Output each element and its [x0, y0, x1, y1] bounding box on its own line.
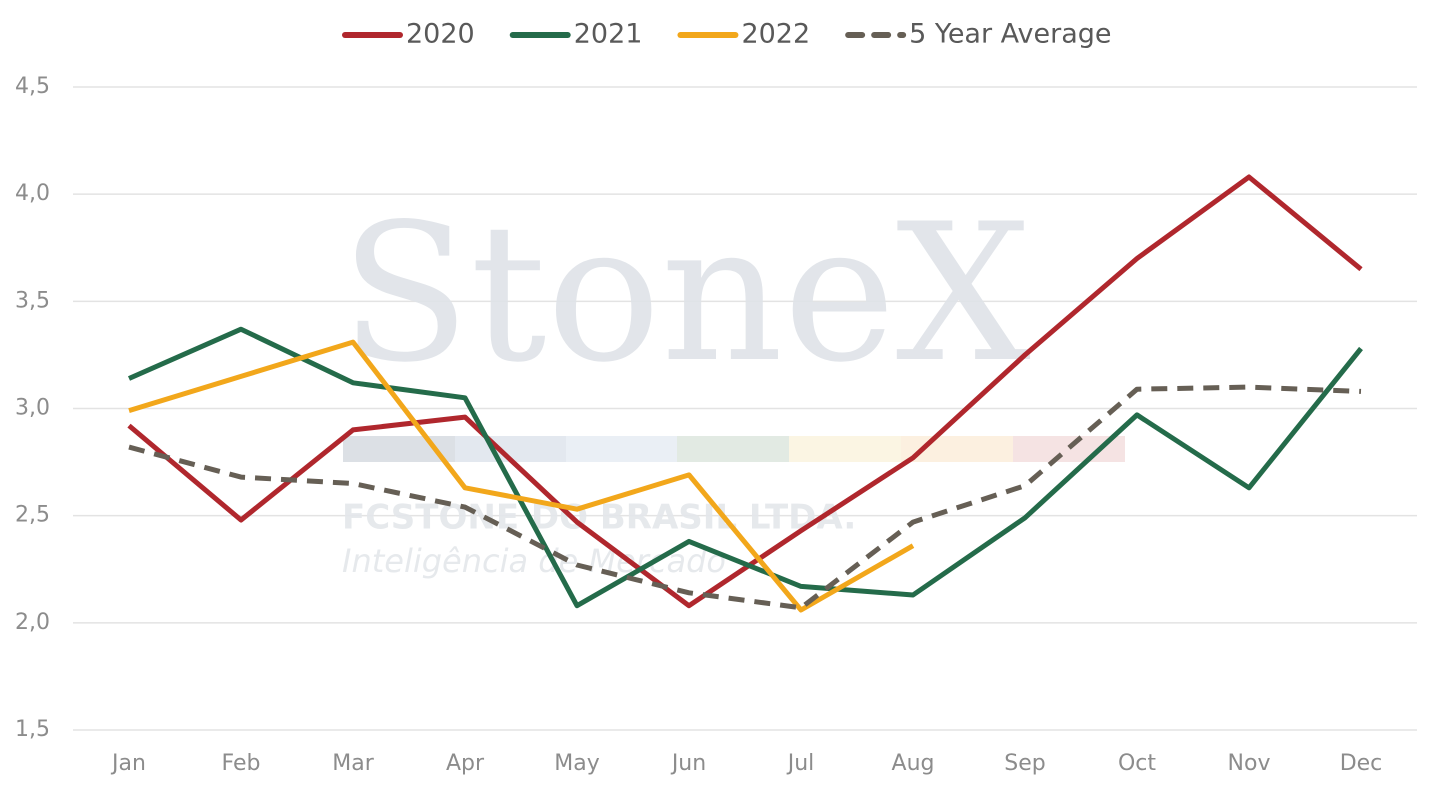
grid [73, 86, 1417, 731]
watermark: StoneX FCSTONE DO BRASIL LTDA. Inteligên… [340, 183, 1125, 580]
watermark-strip [677, 436, 789, 462]
y-tick-label: 1,5 [15, 717, 50, 742]
y-tick-label: 2,0 [15, 610, 50, 635]
y-tick-label: 4,5 [15, 74, 50, 99]
y-tick-label: 3,0 [15, 396, 50, 421]
x-tick-label: Sep [1004, 751, 1045, 776]
x-tick-label: Nov [1228, 751, 1271, 776]
x-tick-label: Jan [110, 751, 146, 776]
y-tick-label: 2,5 [15, 503, 50, 528]
x-tick-label: Mar [332, 751, 374, 776]
series-line [127, 174, 1363, 609]
watermark-tagline: Inteligência de Mercado [342, 542, 726, 580]
series-line [128, 339, 915, 613]
watermark-strip [789, 436, 901, 462]
x-tick-label: Dec [1340, 751, 1383, 776]
series-line [128, 384, 1362, 611]
x-tick-label: May [554, 751, 599, 776]
x-tick-label: Jun [670, 751, 706, 776]
legend-label: 5 Year Average [909, 19, 1111, 50]
x-tick-label: Jul [786, 751, 815, 776]
watermark-strip [901, 436, 1013, 462]
watermark-strip [566, 436, 677, 462]
y-tick-label: 4,0 [15, 181, 50, 206]
legend-label: 2020 [406, 19, 475, 50]
watermark-brand: StoneX [340, 183, 1031, 404]
x-tick-label: Feb [222, 751, 261, 776]
x-tick-label: Oct [1118, 751, 1156, 776]
legend-label: 2022 [741, 19, 810, 50]
x-tick-label: Aug [892, 751, 935, 776]
legend-label: 2021 [574, 19, 643, 50]
series-line [127, 326, 1363, 609]
x-tick-label: Apr [446, 751, 485, 776]
y-tick-label: 3,5 [15, 288, 50, 313]
